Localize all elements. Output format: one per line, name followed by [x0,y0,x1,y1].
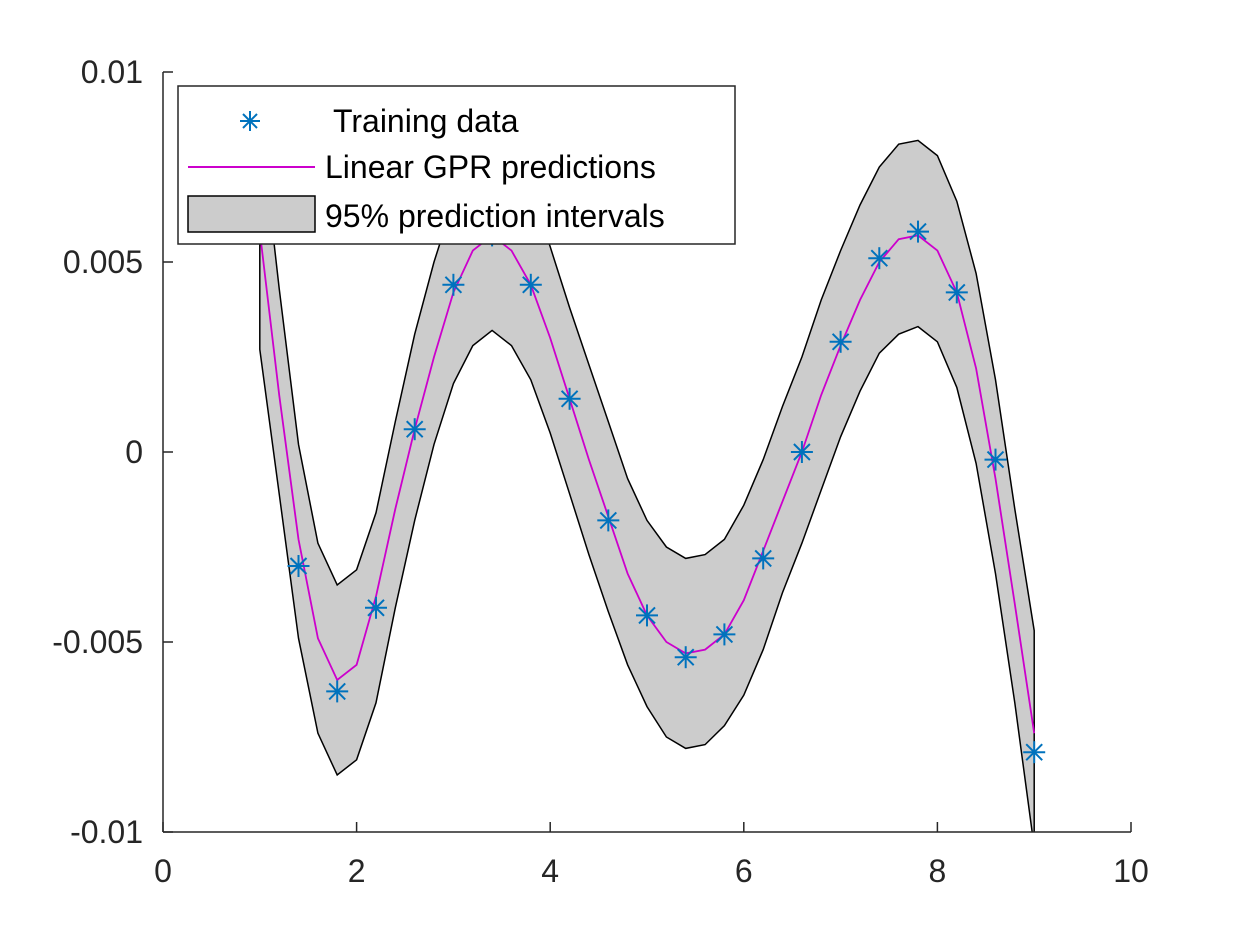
legend-swatch-interval [187,195,316,233]
training-point [365,596,387,619]
y-tick-label: 0 [125,434,143,470]
training-point [713,623,736,646]
training-point [597,509,620,532]
training-point [790,441,813,463]
y-ticks: -0.01 -0.005 0 0.005 0.01 [52,54,173,850]
training-point [558,387,581,410]
x-ticks: 0 2 4 6 8 10 [154,822,1149,889]
y-tick-label: -0.005 [52,624,143,660]
training-point [752,547,775,570]
x-tick-label: 10 [1113,853,1149,889]
y-tick-label: 0.005 [63,244,143,280]
training-point [945,281,968,304]
legend-label-prediction: Linear GPR predictions [325,149,656,185]
training-point [287,555,310,577]
training-point [829,330,852,353]
training-point [636,604,658,627]
y-tick-label: -0.01 [70,814,143,850]
training-point [984,448,1007,471]
training-point [326,680,349,703]
axes: 0 2 4 6 8 10 -0.01 -0.005 0 0.005 0.01 [52,54,1149,889]
x-tick-label: 8 [929,853,947,889]
legend: Training data Linear GPR predictions 95%… [177,85,736,245]
training-point [442,273,465,296]
y-tick-label: 0.01 [81,54,143,90]
training-point [868,247,891,270]
training-point [674,646,697,669]
x-tick-label: 0 [154,853,172,889]
x-tick-label: 2 [348,853,366,889]
training-point [403,418,426,441]
legend-label-training: Training data [333,103,519,139]
x-tick-label: 6 [735,853,753,889]
legend-marker-training [240,111,260,131]
training-point [1023,741,1046,764]
legend-label-interval: 95% prediction intervals [325,198,665,234]
training-point [907,220,929,243]
training-point [519,273,542,296]
x-tick-label: 4 [541,853,559,889]
